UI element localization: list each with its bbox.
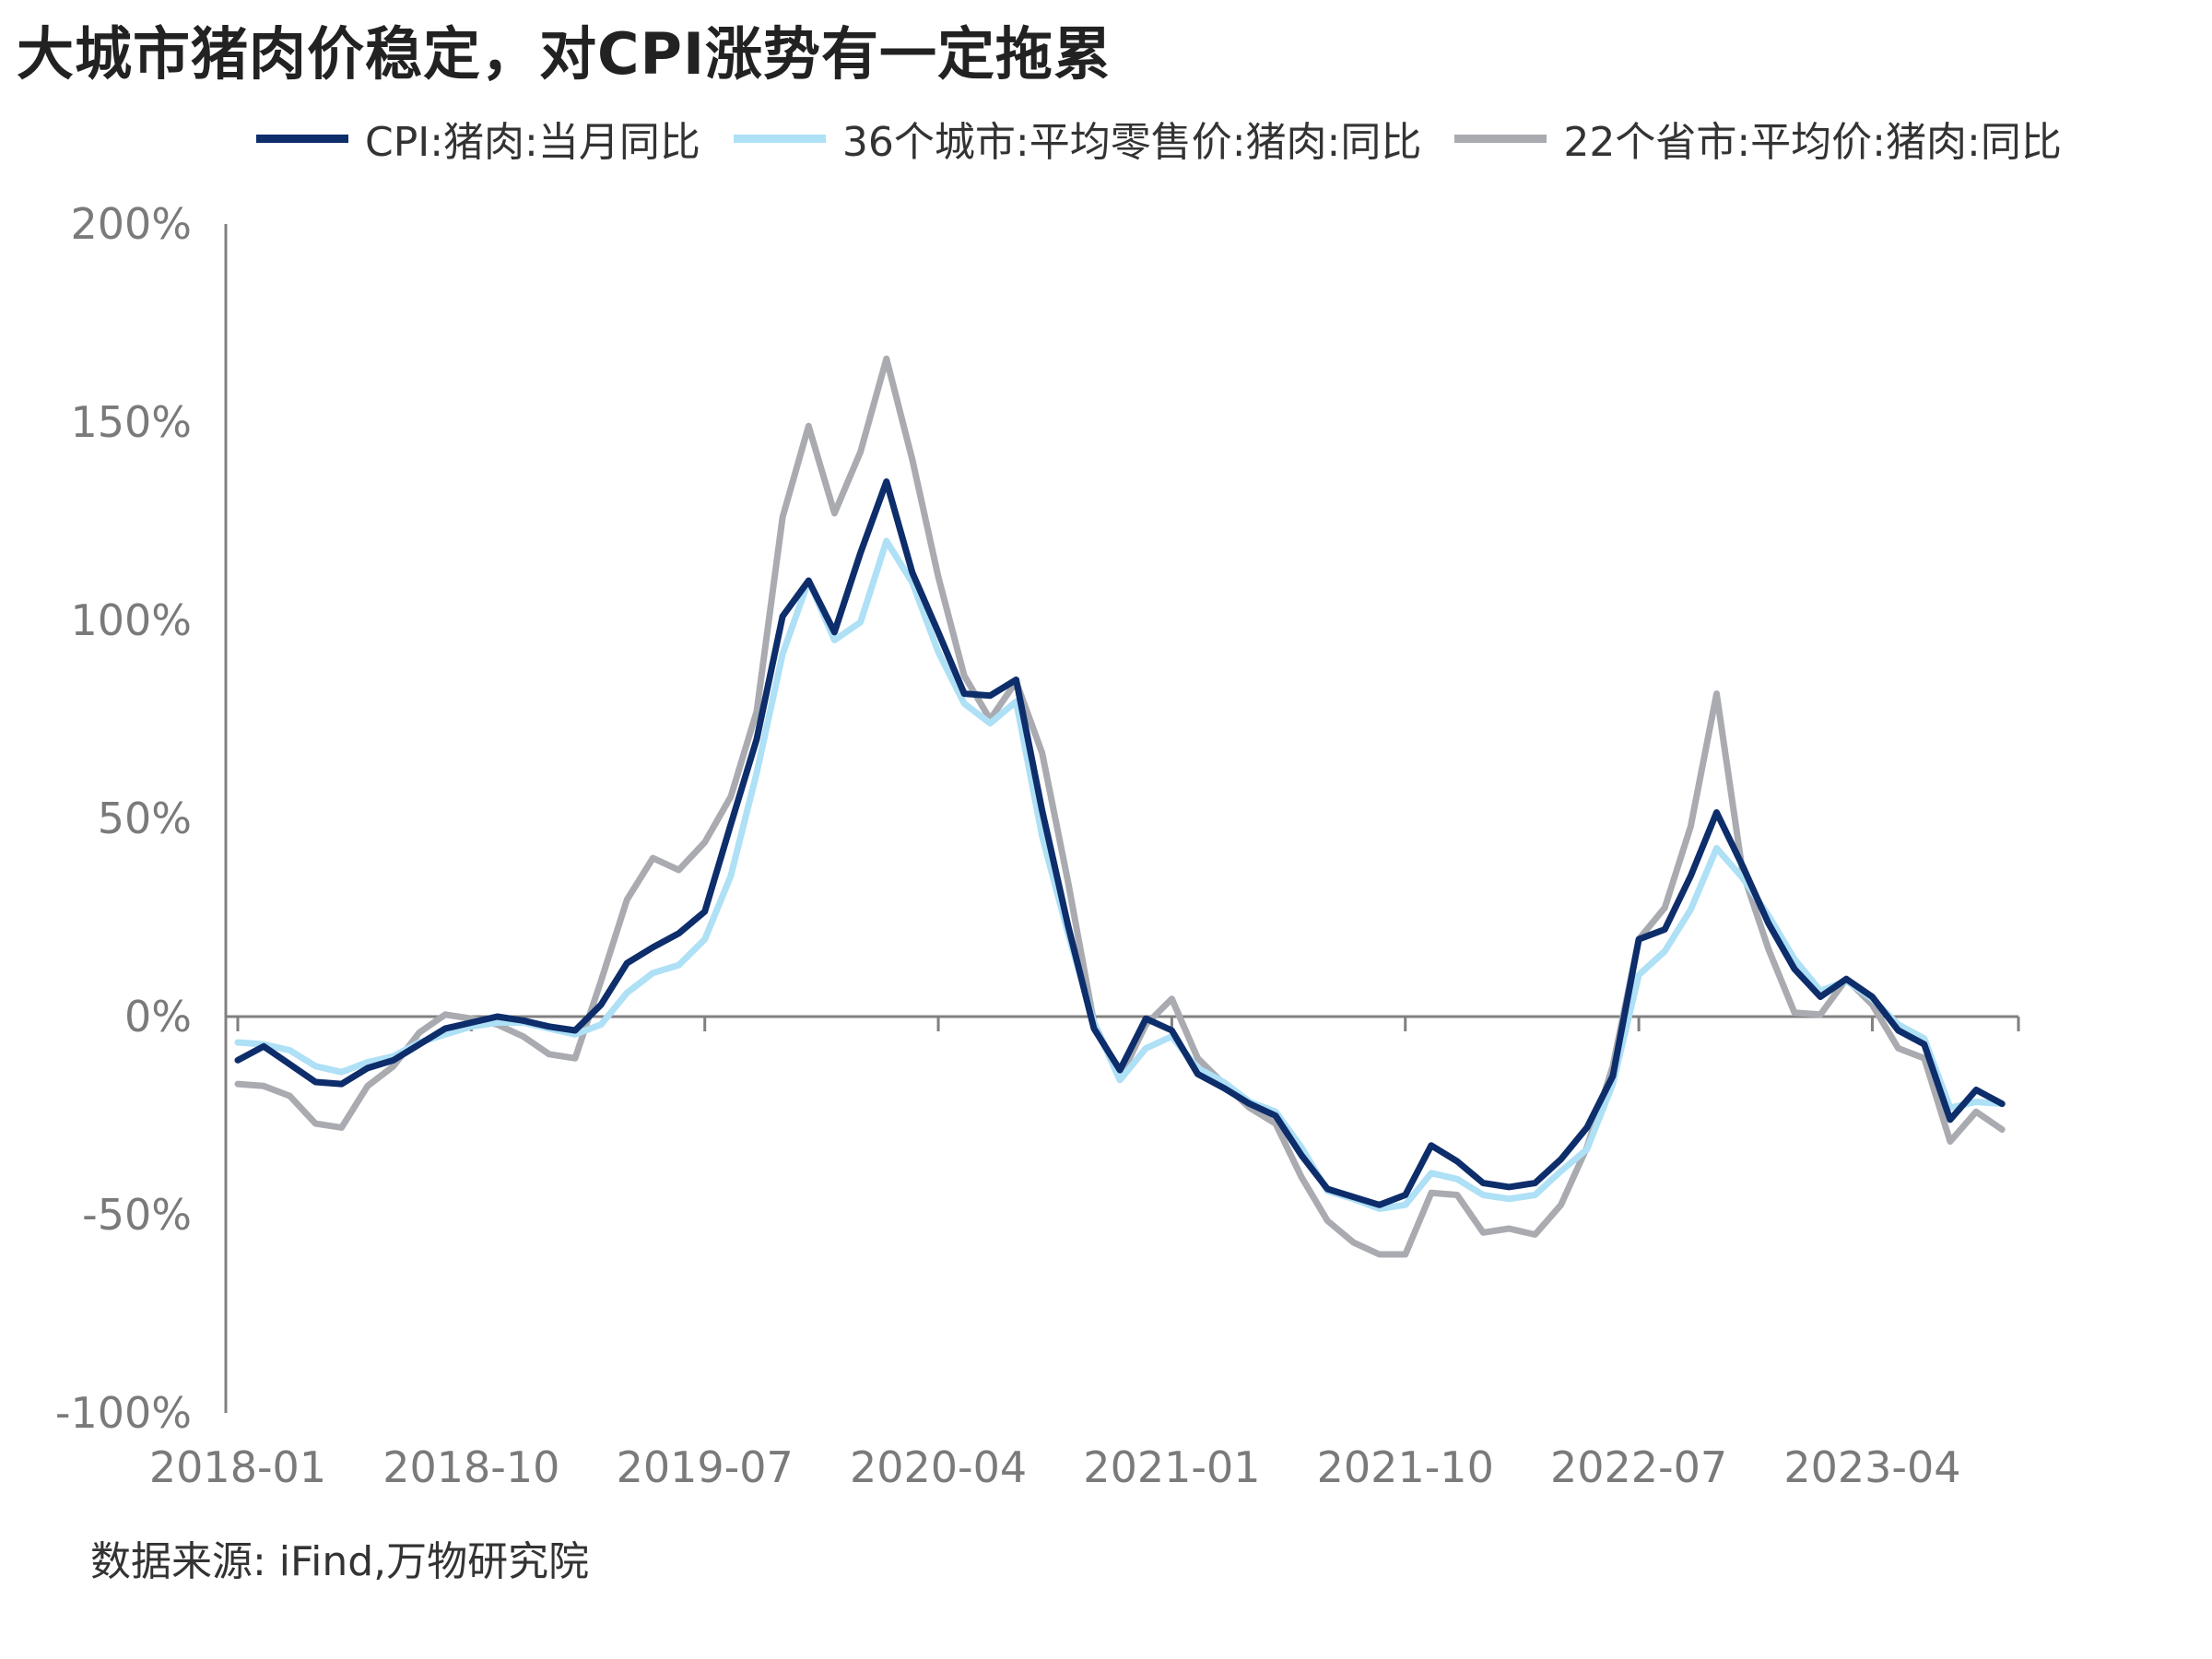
y-tick-label: -50%: [82, 1190, 192, 1240]
x-tick-label: 2023-04: [1783, 1442, 1960, 1492]
x-tick-label: 2018-01: [149, 1442, 326, 1492]
x-tick-label: 2021-01: [1083, 1442, 1260, 1492]
x-tick-label: 2019-07: [617, 1442, 794, 1492]
y-tick-label: 50%: [98, 794, 192, 843]
y-tick-label: 0%: [124, 992, 192, 1041]
legend-swatch-22-provinces: [1454, 134, 1547, 143]
y-tick-label: 100%: [70, 595, 192, 645]
legend-swatch-36-cities: [733, 134, 826, 143]
legend-label-36-cities: 36个城市:平均零售价:猪肉:同比: [841, 119, 1422, 166]
x-tick-label: 2020-04: [850, 1442, 1027, 1492]
chart-legend: CPI:猪肉:当月同比 36个城市:平均零售价:猪肉:同比 22个省市:平均价:…: [256, 109, 2062, 168]
legend-swatch-cpi: [256, 134, 348, 143]
series-line-2: [234, 355, 2006, 1258]
x-tick-label: 2021-10: [1317, 1442, 1494, 1492]
series-line-1: [234, 537, 2006, 1212]
x-tick-label: 2018-10: [382, 1442, 559, 1492]
y-tick-label: 200%: [70, 199, 192, 249]
legend-item-22-provinces: 22个省市:平均价:猪肉:同比: [1454, 109, 2062, 168]
source-note: 数据来源: iFind,万物研究院: [90, 1538, 590, 1585]
y-tick-label: 150%: [70, 397, 192, 447]
legend-label-22-provinces: 22个省市:平均价:猪肉:同比: [1563, 119, 2062, 166]
chart-title: 大城市猪肉价稳定，对CPI涨势有一定拖累: [17, 20, 1112, 88]
x-tick-label: 2022-07: [1550, 1442, 1727, 1492]
series-line-0: [234, 478, 2006, 1208]
legend-item-36-cities: 36个城市:平均零售价:猪肉:同比: [733, 109, 1422, 168]
legend-label-cpi: CPI:猪肉:当月同比: [365, 119, 700, 166]
y-tick-label: -100%: [55, 1388, 192, 1438]
legend-item-cpi: CPI:猪肉:当月同比: [256, 109, 700, 168]
